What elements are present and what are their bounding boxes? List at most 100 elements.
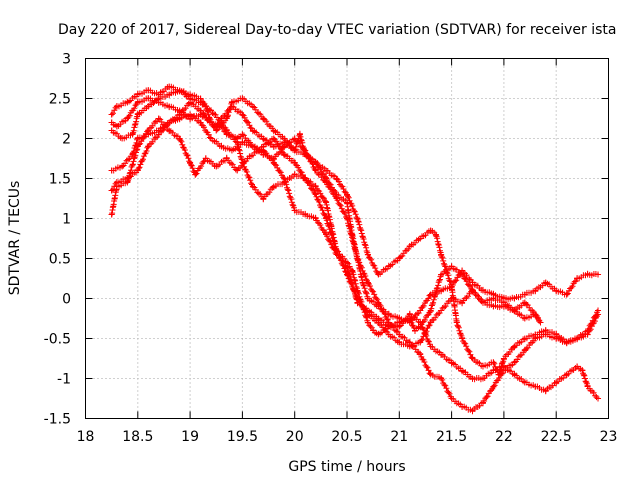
data-point [239, 111, 246, 118]
data-point [218, 115, 225, 122]
data-point [553, 331, 560, 338]
y-tick-labels: -1.5 -1 -0.5 0 0.5 1 1.5 2 2.5 3 [44, 52, 71, 428]
data-point [385, 323, 392, 330]
data-point [411, 327, 418, 334]
x-tick-label: 21 [390, 429, 408, 445]
data-point [155, 131, 162, 138]
data-point [124, 115, 131, 122]
data-point [406, 243, 413, 250]
data-point [155, 91, 162, 98]
data-point [427, 227, 434, 234]
data-point [145, 131, 152, 138]
x-tick-label: 20.5 [331, 429, 362, 445]
x-tick-label: 23 [600, 429, 618, 445]
data-point [113, 123, 120, 130]
data-point [396, 339, 403, 346]
data-point [302, 211, 309, 218]
data-point [333, 175, 340, 182]
data-point [166, 83, 173, 90]
data-point [302, 175, 309, 182]
data-point [228, 147, 235, 154]
data-point [521, 335, 528, 342]
data-point [134, 135, 141, 142]
data-point [427, 343, 434, 350]
data-point [333, 247, 340, 254]
data-point [364, 319, 371, 326]
x-tick-label: 18.5 [122, 429, 153, 445]
data-point [134, 99, 141, 106]
data-point [595, 311, 602, 318]
data-point [511, 295, 518, 302]
data-point [302, 151, 309, 158]
data-point [427, 291, 434, 298]
data-point [249, 103, 256, 110]
data-point [490, 303, 497, 310]
data-point [166, 127, 173, 134]
data-point [417, 339, 424, 346]
data-point [370, 327, 377, 334]
data-point [500, 355, 507, 362]
data-point [479, 375, 486, 382]
data-point [108, 111, 115, 118]
data-point [244, 155, 251, 162]
data-point [563, 339, 570, 346]
data-point [176, 107, 183, 114]
data-point [495, 371, 502, 378]
data-point [469, 375, 476, 382]
data-point [134, 167, 141, 174]
data-point [291, 171, 298, 178]
data-point [166, 119, 173, 126]
x-tick-label: 22 [495, 429, 513, 445]
data-point [208, 119, 215, 126]
data-point [479, 287, 486, 294]
series-5-trace [108, 83, 601, 378]
data-point [469, 355, 476, 362]
data-point [323, 175, 330, 182]
data-point [270, 127, 277, 134]
data-point [197, 95, 204, 102]
data-point [521, 379, 528, 386]
data-point [119, 163, 126, 170]
data-point [479, 299, 486, 306]
data-point [532, 287, 539, 294]
series-5 [108, 83, 602, 378]
data-point [249, 127, 256, 134]
data-point [281, 135, 288, 142]
data-point [500, 295, 507, 302]
data-point [281, 179, 288, 186]
data-point [197, 111, 204, 118]
data-point [344, 199, 350, 206]
data-point [108, 211, 115, 218]
data-point [479, 399, 486, 406]
x-tick-label: 21.5 [436, 429, 467, 445]
data-point [532, 383, 539, 390]
data-point [354, 295, 361, 302]
data-point [192, 171, 199, 178]
data-point [427, 319, 434, 326]
data-point [354, 255, 361, 262]
data-point [375, 331, 382, 338]
data-point [375, 319, 382, 326]
data-point [108, 187, 115, 194]
data-point [239, 95, 246, 102]
data-point [375, 303, 382, 310]
data-point [134, 91, 141, 98]
series-3 [108, 99, 602, 402]
data-point [537, 319, 544, 326]
data-point [448, 263, 455, 270]
data-point [134, 111, 141, 118]
data-point [187, 115, 194, 122]
series-4 [108, 87, 544, 350]
data-point [511, 343, 518, 350]
data-point [459, 367, 466, 374]
x-tick-label: 20 [286, 429, 304, 445]
data-point [129, 131, 136, 138]
x-tick-label: 18 [77, 429, 95, 445]
data-point [145, 95, 152, 102]
y-tick-label: -1.5 [44, 412, 71, 428]
data-point [145, 143, 152, 150]
y-tick-label: 0.5 [49, 252, 71, 268]
data-point [239, 139, 246, 146]
data-point [490, 359, 497, 366]
